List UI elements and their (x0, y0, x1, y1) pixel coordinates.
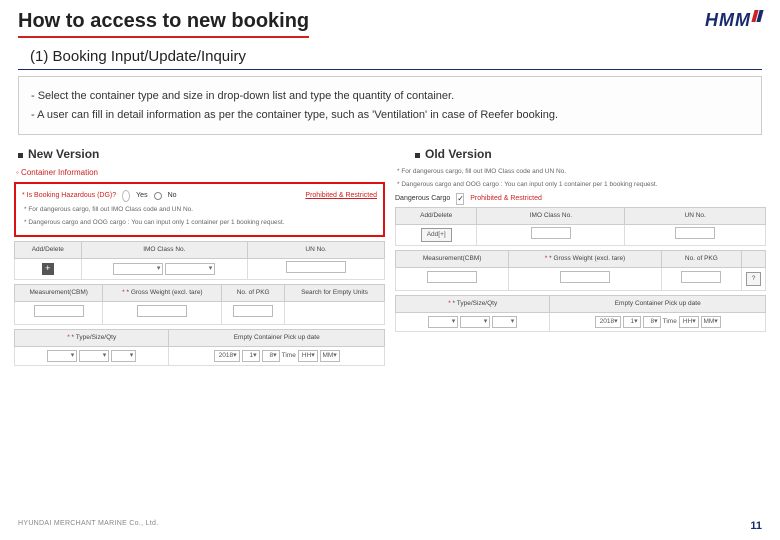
old-prohibited-link[interactable]: Prohibited & Restricted (470, 194, 542, 205)
old-type-sel-1[interactable] (428, 316, 458, 328)
th-search: Search for Empty Units (285, 285, 385, 302)
old-gw-input[interactable] (560, 271, 610, 283)
radio-no[interactable] (154, 192, 162, 200)
old-th-meas: Measurement(CBM) (396, 251, 509, 268)
page-footer: HYUNDAI MERCHANT MARINE Co., Ltd. 11 (18, 520, 762, 532)
mm-sel[interactable]: MM (320, 350, 340, 362)
old-type-sel-3[interactable] (492, 316, 517, 328)
imo-select-2[interactable] (165, 263, 215, 275)
type-sel-1[interactable] (47, 350, 77, 362)
old-type-sel-2[interactable] (460, 316, 490, 328)
old-type-table: * * Type/Size/Qty Empty Container Pick u… (395, 295, 766, 332)
container-info-heading: ◦ Container Information (16, 167, 385, 179)
old-day-sel[interactable]: 8 (643, 316, 661, 328)
add-row-button[interactable]: + (42, 263, 54, 275)
old-th-pkg: No. of PKG (661, 251, 741, 268)
year-sel[interactable]: 2018 (214, 350, 240, 362)
type-sel-3[interactable] (111, 350, 136, 362)
pkg-input[interactable] (233, 305, 273, 317)
hazardous-label: * Is Booking Hazardous (DG)? (22, 191, 116, 202)
new-version-label: New Version (14, 147, 385, 161)
th-empty: Empty Container Pick up date (169, 330, 385, 347)
th-imo: IMO Class No. (81, 241, 248, 258)
old-meas-input[interactable] (427, 271, 477, 283)
old-th-empty: Empty Container Pick up date (550, 296, 766, 313)
old-th-help (742, 251, 766, 268)
new-version-panel: New Version ◦ Container Information * Is… (14, 147, 385, 370)
old-version-label: Old Version (395, 147, 766, 161)
old-hh-sel[interactable]: HH (679, 316, 699, 328)
subtitle: (1) Booking Input/Update/Inquiry (0, 42, 780, 69)
old-pkg-input[interactable] (681, 271, 721, 283)
imo-table: Add/Delete IMO Class No. UN No. + (14, 241, 385, 280)
day-sel[interactable]: 8 (262, 350, 280, 362)
gw-input[interactable] (137, 305, 187, 317)
note-oog: * Dangerous cargo and OOG cargo : You ca… (24, 218, 375, 228)
old-imo-table: Add/Delete IMO Class No. UN No. Add[+] (395, 207, 766, 246)
old-version-panel: Old Version * For dangerous cargo, fill … (395, 147, 766, 370)
help-button[interactable]: ? (746, 272, 762, 286)
old-mm-sel[interactable]: MM (701, 316, 721, 328)
subtitle-divider (18, 69, 762, 70)
company-name: HYUNDAI MERCHANT MARINE Co., Ltd. (18, 520, 158, 532)
radio-yes[interactable] (122, 190, 130, 202)
old-th-ad: Add/Delete (396, 207, 477, 224)
dangerous-cargo-label: Dangerous Cargo (395, 194, 450, 205)
old-un-input[interactable] (675, 227, 715, 239)
old-th-gw: * * Gross Weight (excl. tare) (509, 251, 661, 268)
th-add-delete: Add/Delete (15, 241, 82, 258)
old-imo-input[interactable] (531, 227, 571, 239)
un-input[interactable] (286, 261, 346, 273)
old-year-sel[interactable]: 2018 (595, 316, 621, 328)
info-line-2: - A user can fill in detail information … (31, 106, 749, 125)
th-pkg: No. of PKG (222, 285, 285, 302)
info-line-1: - Select the container type and size in … (31, 87, 749, 106)
old-month-sel[interactable]: 1 (623, 316, 641, 328)
page-number: 11 (750, 520, 762, 532)
hazardous-highlight-box: * Is Booking Hazardous (DG)? Yes No Proh… (14, 182, 385, 237)
th-gw: * * Gross Weight (excl. tare) (103, 285, 222, 302)
old-note-oog: * Dangerous cargo and OOG cargo : You ca… (397, 180, 764, 190)
logo: HMM (705, 10, 762, 31)
old-add-button[interactable]: Add[+] (421, 228, 452, 242)
hh-sel[interactable]: HH (298, 350, 318, 362)
prohibited-link[interactable]: Prohibited & Restricted (305, 191, 377, 202)
type-sel-2[interactable] (79, 350, 109, 362)
page-header: How to access to new booking HMM (0, 0, 780, 42)
imo-select-1[interactable] (113, 263, 163, 275)
note-imo: * For dangerous cargo, fill out IMO Clas… (24, 205, 375, 215)
th-un: UN No. (248, 241, 385, 258)
measurement-table: Measurement(CBM) * * Gross Weight (excl.… (14, 284, 385, 325)
page-title: How to access to new booking (18, 10, 309, 38)
month-sel[interactable]: 1 (242, 350, 260, 362)
type-table: * * Type/Size/Qty Empty Container Pick u… (14, 329, 385, 366)
old-measurement-table: Measurement(CBM) * * Gross Weight (excl.… (395, 250, 766, 291)
th-type: * * Type/Size/Qty (15, 330, 169, 347)
old-note-imo: * For dangerous cargo, fill out IMO Clas… (397, 167, 764, 177)
old-th-un: UN No. (625, 207, 766, 224)
info-box: - Select the container type and size in … (18, 76, 762, 135)
th-meas: Measurement(CBM) (15, 285, 103, 302)
dangerous-cargo-check[interactable] (456, 193, 464, 205)
meas-input[interactable] (34, 305, 84, 317)
old-th-type: * * Type/Size/Qty (396, 296, 550, 313)
old-th-imo: IMO Class No. (477, 207, 625, 224)
